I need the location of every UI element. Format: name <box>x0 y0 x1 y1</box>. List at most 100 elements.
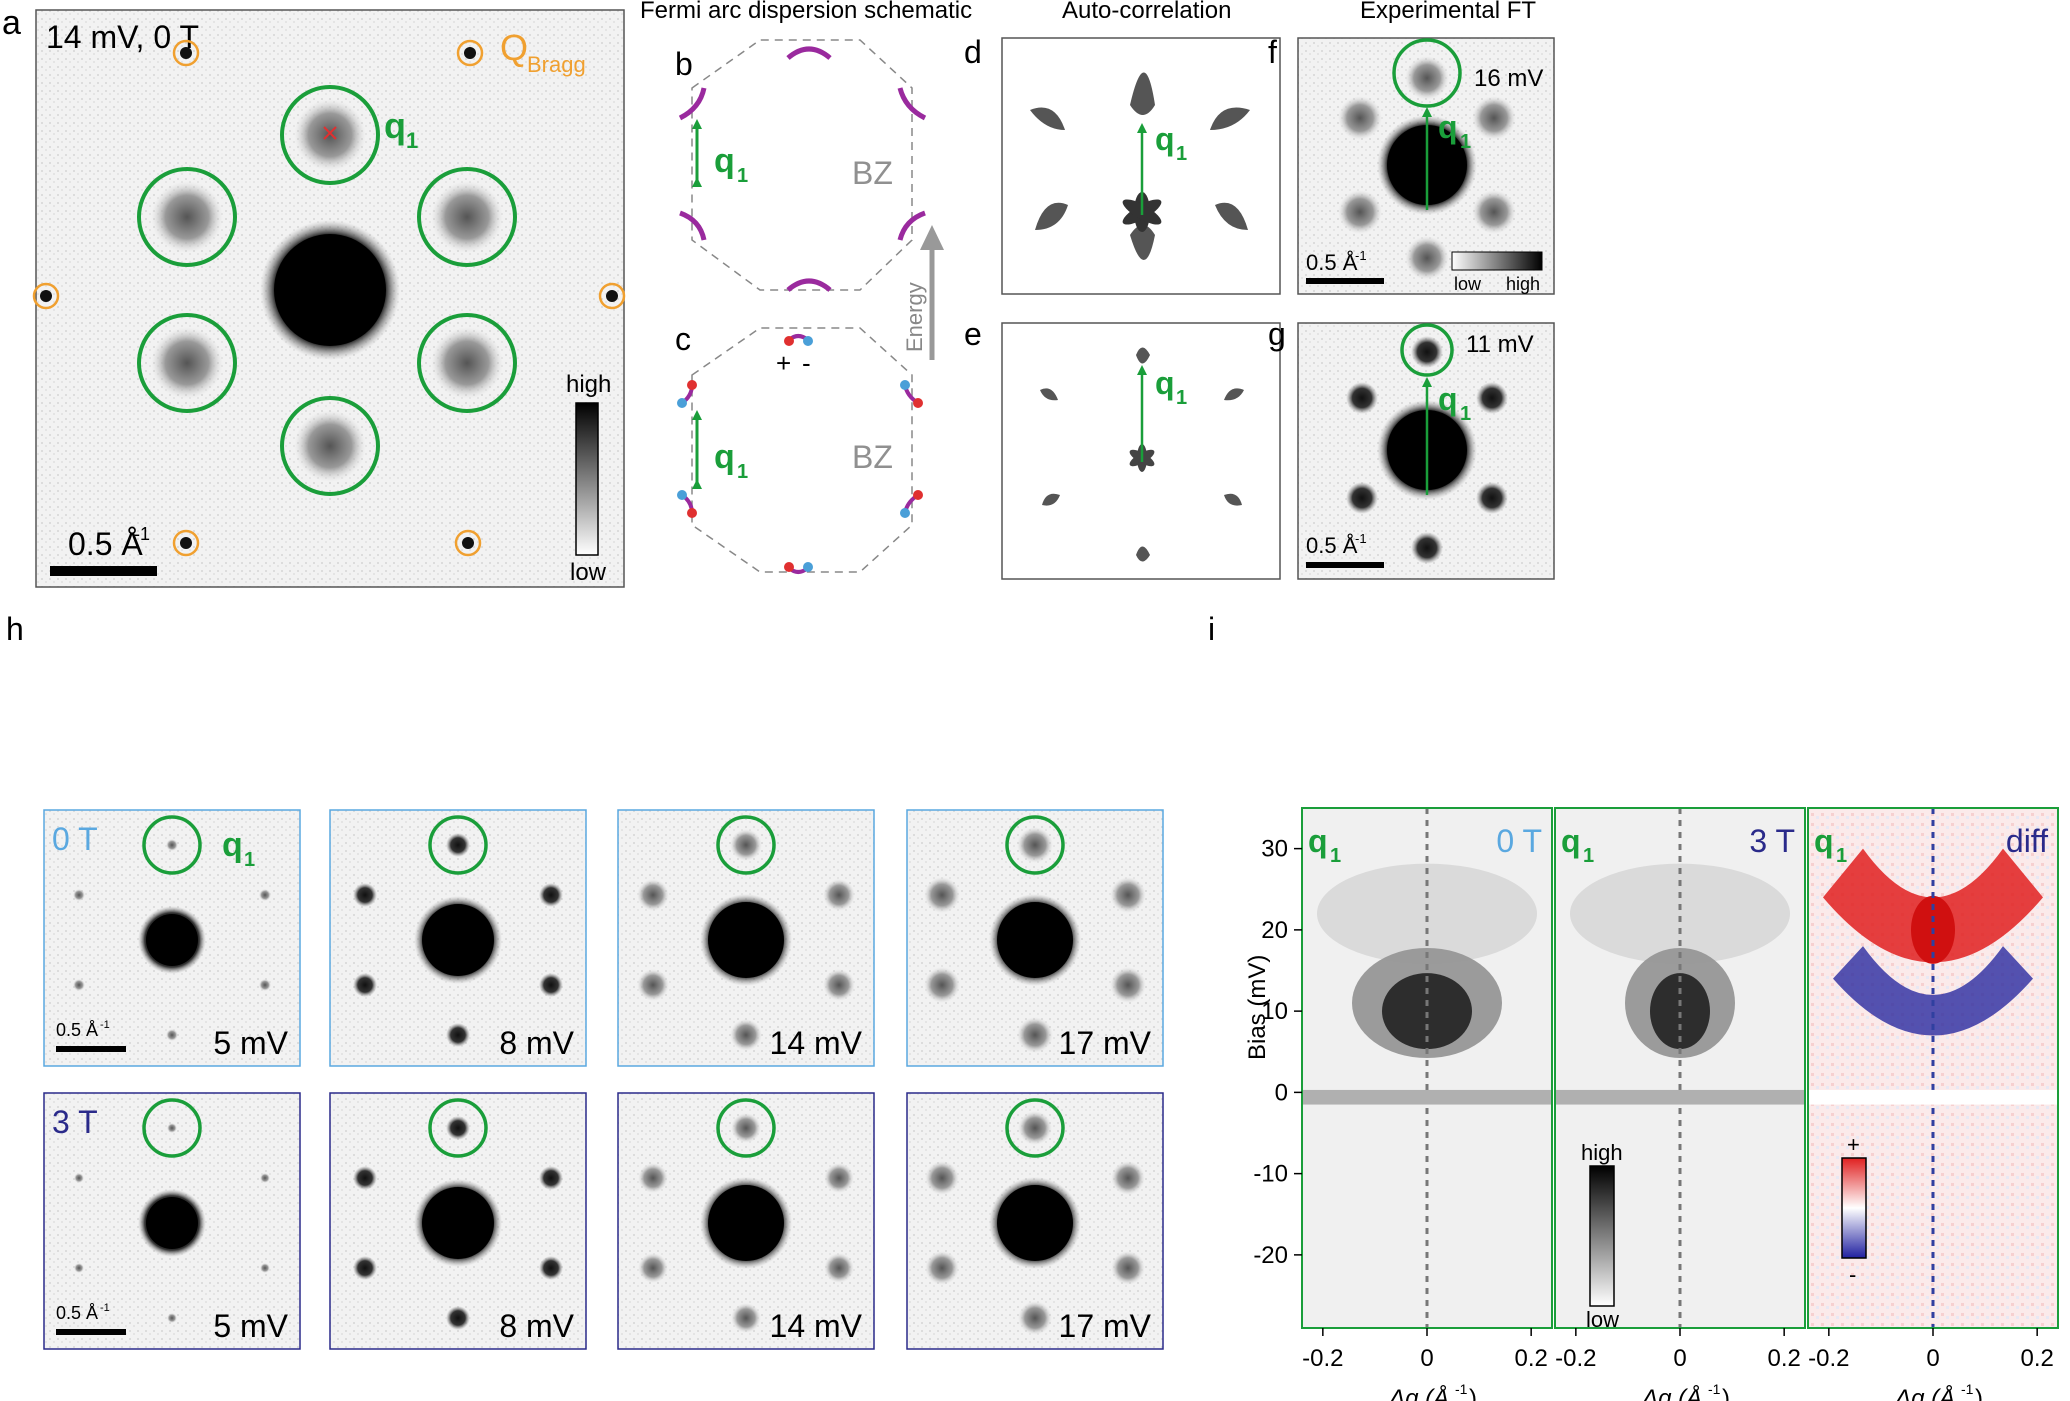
panel-c-bz-hexagon <box>691 327 913 573</box>
panel-i-title: 0 T <box>1496 823 1542 859</box>
panel-i-q1-sub: 1 <box>1330 845 1341 867</box>
panel-c: c + - q 1 BZ <box>675 321 923 574</box>
panel-i-zero-band <box>1555 1089 1805 1105</box>
panel-h-q1-circle <box>716 815 776 875</box>
panel-h-spot <box>539 883 563 907</box>
panel-h-spot <box>637 879 669 911</box>
panel-i-xlabel: Δq (Å <box>1894 1384 1955 1401</box>
panel-c-q1-label: q <box>714 438 735 476</box>
panel-h-energy: 14 mV <box>770 1025 863 1061</box>
panel-i-diff-colorbar: +- <box>1841 1132 1867 1287</box>
panel-h-spot <box>446 833 470 857</box>
panel-f-spots <box>1338 56 1516 280</box>
panel-i-plot: q 1 diff -0.2 0 0.2 Δq (Å -1) <box>1807 807 2059 1401</box>
panel-h-spot <box>1017 827 1053 863</box>
panel-h-spot <box>924 967 960 1003</box>
panel-g-scale-bar <box>1306 562 1384 568</box>
panel-i-q1-label: q <box>1561 823 1581 859</box>
panel-g-q1-circle <box>1400 323 1454 377</box>
panel-h-tile: 17 mV <box>906 1092 1164 1350</box>
panel-d-lobes <box>1030 72 1250 260</box>
panel-f-colorbar <box>1451 251 1543 271</box>
panel-f-scale-text: 0.5 Å <box>1306 250 1358 275</box>
panel-h-spot <box>73 889 85 901</box>
panel-f-energy: 16 mV <box>1474 65 1543 92</box>
panel-f-q1-sub: 1 <box>1460 131 1471 153</box>
panel-h-spot <box>167 1313 177 1323</box>
panel-h-energy: 8 mV <box>499 1308 574 1344</box>
panel-g-scale-text: 0.5 Å <box>1306 533 1358 558</box>
panel-e-q1-sub: 1 <box>1176 387 1187 409</box>
panel-h-central-core <box>146 914 198 966</box>
panel-h-tile: 14 mV <box>617 809 875 1067</box>
panel-h-tile: 8 mV <box>329 809 587 1067</box>
panel-a-scale-text: 0.5 Å <box>68 526 143 562</box>
panel-h-q1-circle <box>142 1098 202 1158</box>
panel-i-xtick-label: 0.2 <box>1767 1345 1800 1372</box>
panel-h-energy: 14 mV <box>770 1308 863 1344</box>
panel-e-lobes <box>1040 347 1244 562</box>
panel-i-diff-minus: - <box>1849 1262 1856 1287</box>
energy-arrow: Energy <box>902 225 944 360</box>
panel-i-title: diff <box>2006 823 2048 859</box>
header-expft: Experimental FT <box>1360 0 1536 24</box>
panel-h-spot <box>1018 1111 1052 1145</box>
panel-i-diff-negative <box>1833 946 2033 1036</box>
panel-f-scale-sup: -1 <box>1355 248 1367 263</box>
panel-i-title: 3 T <box>1749 823 1795 859</box>
panel-i-xtick-label: -0.2 <box>1808 1345 1849 1372</box>
panel-i-xlabel: Δq (Å <box>1388 1384 1449 1401</box>
panel-b-bz-hexagon <box>691 39 913 291</box>
panel-i-xlabel-sup: -1 <box>1961 1381 1974 1397</box>
q1-circles <box>137 85 517 496</box>
panel-i-q1-label: q <box>1814 823 1834 859</box>
panel-h-spot <box>1110 967 1146 1003</box>
panel-d-letter: d <box>964 34 982 70</box>
panel-h-field-label: 0 T <box>52 821 98 857</box>
panel-b-fermi-arcs <box>678 46 927 292</box>
panel-f: f q 1 16 mV 0.5 Å -1 low high <box>1268 34 1555 295</box>
panel-i-dispersion-halo <box>1570 863 1790 964</box>
panel-a-condition: 14 mV, 0 T <box>46 19 199 55</box>
panel-h-spot <box>1018 1301 1052 1335</box>
panel-i-ytick-label: -10 <box>1253 1161 1288 1188</box>
panel-g-letter: g <box>1268 316 1286 352</box>
panel-h-scale-text: 0.5 Å <box>56 1020 98 1040</box>
panel-f-letter: f <box>1268 34 1277 70</box>
panel-i-xlabel-end: ) <box>1722 1385 1730 1401</box>
panel-a-cbar-low: low <box>570 559 607 586</box>
panel-h-spot <box>539 973 563 997</box>
panel-h-q1-circle <box>428 1098 488 1158</box>
panel-h-spot <box>260 1263 270 1273</box>
panel-h-q1-sub: 1 <box>244 849 255 871</box>
red-x-marker <box>323 126 337 140</box>
panel-b-bz: BZ <box>852 155 893 191</box>
panel-h-spot <box>353 1166 377 1190</box>
panel-h-spot <box>731 1113 761 1143</box>
panel-b-letter: b <box>675 46 693 82</box>
panel-h-spot <box>539 1256 563 1280</box>
panel-h-tile: 8 mV <box>329 1092 587 1350</box>
panel-b-q1-sub: 1 <box>737 165 748 187</box>
panel-h-spot <box>637 969 669 1001</box>
panel-i-xtick-label: 0.2 <box>2020 1345 2053 1372</box>
panel-i-zero-band <box>1302 1089 1552 1105</box>
panel-h-tile: 5 mV 0 T 0.5 Å -1 q 1 <box>43 809 301 1067</box>
panel-h-grid: 5 mV0 T0.5 Å -1q 18 mV 14 mV 17 mV5 mV3 T0.5… <box>43 809 1164 1350</box>
panel-i-q1-label: q <box>1308 823 1328 859</box>
panel-h-spot <box>260 1173 270 1183</box>
panel-h-central-core <box>422 1187 494 1259</box>
panel-i-cbar-rect <box>1589 1165 1615 1307</box>
panel-h-central-core <box>708 1185 784 1261</box>
panel-h-spot <box>74 1263 84 1273</box>
panel-g-scale-sup: -1 <box>1355 531 1367 546</box>
panel-i-diff-cbar-rect <box>1841 1157 1867 1259</box>
panel-h-spot <box>166 839 178 851</box>
panel-h-q1-circle <box>1005 1098 1065 1158</box>
panel-i-xlabel-end: ) <box>1469 1385 1477 1401</box>
panel-a-q1-label: q <box>384 105 406 146</box>
panel-h-spot <box>638 1253 668 1283</box>
panel-h-central-core <box>422 904 494 976</box>
